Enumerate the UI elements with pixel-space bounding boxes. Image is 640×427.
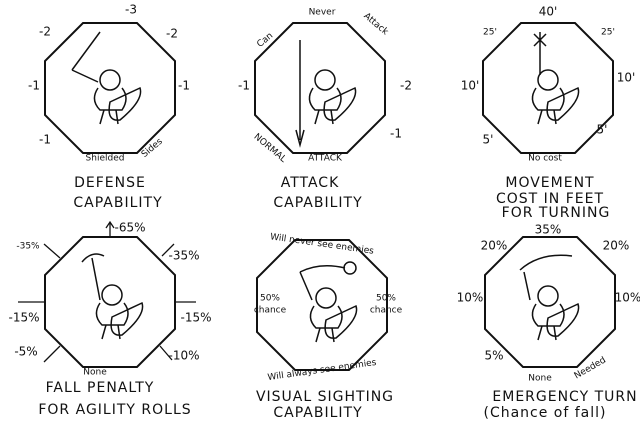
label: None [83, 368, 107, 378]
figure [310, 288, 356, 342]
octagon [45, 237, 175, 367]
label: Can [255, 31, 275, 50]
label: Sides [140, 137, 165, 160]
label: No cost [528, 154, 562, 164]
label: NORMAL [252, 132, 288, 165]
caption: FALL PENALTY [46, 380, 155, 396]
caption: FOR TURNING [502, 205, 611, 221]
label: Never [309, 8, 336, 18]
label: -2 [166, 27, 178, 41]
caption: (Chance of fall) [483, 405, 606, 421]
label: 5' [597, 123, 608, 137]
label: 40' [539, 5, 558, 19]
label: 50% [260, 294, 280, 304]
label: 10% [615, 291, 640, 305]
figure [532, 286, 578, 340]
caption: FOR AGILITY ROLLS [38, 402, 191, 418]
label: 10' [617, 71, 636, 85]
caption: ATTACK [281, 175, 340, 191]
diagram: -3 -2 -2 -1 -1 -1 Shielded Sides DEFENSE… [0, 0, 640, 427]
caption: CAPABILITY [273, 405, 362, 421]
label: Shielded [86, 154, 125, 164]
figure [309, 70, 355, 124]
label: None [528, 374, 552, 384]
label: 10% [457, 291, 484, 305]
label: 50% [376, 294, 396, 304]
label: 35% [535, 223, 562, 237]
label: -1 [28, 79, 40, 93]
label: -35% [16, 242, 40, 252]
label: 5' [483, 133, 494, 147]
octagon [45, 23, 175, 153]
caption: VISUAL SIGHTING [256, 389, 394, 405]
panel-defense: -3 -2 -2 -1 -1 -1 Shielded Sides DEFENSE… [28, 3, 190, 212]
label: -1 [178, 79, 190, 93]
sword [72, 32, 100, 82]
label: Will never see enemies [269, 232, 374, 257]
label: -10% [168, 349, 199, 363]
label: -35% [168, 249, 199, 263]
label: -1 [238, 79, 250, 93]
label: -1 [390, 127, 402, 141]
label: ATTACK [308, 154, 343, 164]
label: -2 [39, 25, 51, 39]
label: 5% [484, 349, 503, 363]
label: -15% [180, 311, 211, 325]
label: -5% [14, 345, 37, 359]
label: 20% [481, 239, 508, 253]
label: chance [370, 306, 403, 316]
caption: CAPABILITY [73, 195, 162, 211]
octagon [483, 23, 613, 153]
label: -65% [114, 221, 145, 235]
label: 20% [603, 239, 630, 253]
label: Will always see enemies [267, 358, 377, 383]
label: -1 [39, 133, 51, 147]
label: -15% [8, 311, 39, 325]
caption: EMERGENCY TURN [492, 389, 637, 405]
panel-attack: Never Can Attack -1 -2 NORMAL ATTACK -1 … [238, 8, 412, 212]
flail [300, 262, 356, 300]
label: chance [254, 306, 287, 316]
spear [296, 40, 304, 145]
label: -3 [125, 3, 137, 17]
figure [94, 70, 140, 124]
label: 25' [601, 28, 615, 38]
label: Attack [361, 11, 390, 38]
label: 10' [461, 79, 480, 93]
caption: DEFENSE [74, 175, 146, 191]
panel-movement: 40' 25' 25' 10' 10' 5' 5' No cost MOVEME… [461, 5, 636, 222]
panel-visual: Will never see enemies 50% chance 50% ch… [254, 232, 403, 421]
caption: CAPABILITY [273, 195, 362, 211]
caption: MOVEMENT [505, 175, 594, 191]
panel-fall-penalty: -65% -35% -35% -15% -15% -5% -10% None F… [8, 221, 211, 419]
scimitar [520, 255, 572, 300]
figure [96, 285, 142, 339]
label: -2 [400, 79, 412, 93]
label: 25' [483, 28, 497, 38]
axe [82, 254, 104, 300]
panel-emergency-turn: 35% 20% 20% 10% 10% 5% None Needed EMERG… [457, 223, 640, 422]
label: Needed [573, 355, 608, 381]
figure [532, 70, 578, 124]
mace [534, 32, 546, 75]
